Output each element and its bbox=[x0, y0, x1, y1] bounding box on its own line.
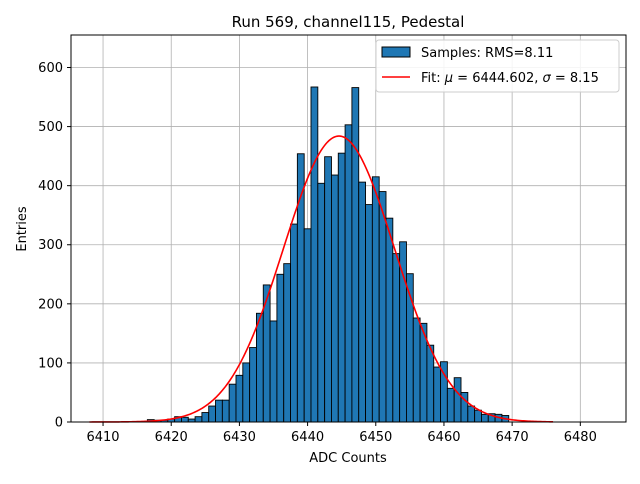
histogram-bar bbox=[453, 377, 462, 423]
x-tick-label: 6430 bbox=[223, 430, 256, 445]
y-tick-label: 200 bbox=[38, 297, 63, 312]
legend-entry-samples: Samples: RMS=8.11 bbox=[381, 46, 553, 61]
histogram-bar bbox=[337, 152, 346, 423]
y-axis-label: Entries bbox=[15, 206, 30, 252]
histogram-bar bbox=[426, 344, 435, 423]
y-tick-label: 600 bbox=[38, 61, 63, 76]
histogram-bar bbox=[412, 317, 421, 423]
histogram-bar bbox=[201, 412, 210, 423]
y-axis-ticks: 0 100 200 300 400 500 600 bbox=[38, 61, 71, 431]
histogram-bar bbox=[290, 223, 298, 423]
histogram-bar bbox=[371, 176, 380, 423]
histogram-bar bbox=[310, 86, 319, 423]
legend-box bbox=[375, 39, 620, 93]
x-tick-label: 6450 bbox=[359, 430, 392, 445]
histogram-bar bbox=[392, 253, 401, 423]
y-tick-label: 500 bbox=[38, 120, 63, 135]
chart-title: Run 569, channel115, Pedestal bbox=[232, 13, 465, 31]
histogram-bar bbox=[446, 387, 455, 423]
histogram-bar bbox=[331, 174, 339, 423]
histogram-bar bbox=[249, 347, 257, 423]
histogram-bar bbox=[181, 416, 189, 423]
legend-entry-fit: Fit: μ = 6444.602, σ = 8.15 bbox=[382, 71, 599, 86]
legend-fit-mu: μ bbox=[444, 71, 453, 86]
fit-curve bbox=[89, 135, 554, 423]
histogram-bar bbox=[276, 273, 285, 423]
histogram-bar bbox=[228, 383, 237, 423]
y-tick-label: 400 bbox=[38, 179, 63, 194]
histogram-bar bbox=[433, 366, 441, 423]
x-tick-label: 6460 bbox=[427, 430, 460, 445]
histogram-bar bbox=[344, 124, 353, 423]
x-tick-label: 6440 bbox=[291, 430, 324, 445]
legend-label-fit: Fit: μ = 6444.602, σ = 8.15 bbox=[421, 71, 599, 86]
legend-fit-sigma: σ bbox=[543, 71, 552, 86]
y-tick-label: 100 bbox=[38, 356, 63, 371]
histogram-bar bbox=[235, 374, 244, 423]
histogram-bar bbox=[474, 409, 482, 423]
x-tick-label: 6410 bbox=[86, 430, 119, 445]
histogram-bar bbox=[303, 228, 312, 423]
histogram-bar bbox=[324, 156, 332, 423]
histogram-bar bbox=[467, 405, 476, 423]
histogram-bar bbox=[351, 87, 360, 423]
histogram-bar bbox=[317, 182, 326, 423]
histogram-bar bbox=[256, 312, 264, 423]
histogram-bar bbox=[385, 217, 394, 423]
legend-label-samples: Samples: RMS=8.11 bbox=[421, 46, 553, 61]
histogram-bar bbox=[208, 405, 216, 423]
histogram-bar bbox=[242, 362, 251, 423]
y-tick-label: 300 bbox=[38, 238, 63, 253]
histogram-bar bbox=[215, 399, 223, 423]
legend-fit-mu-value: = 6444.602, bbox=[453, 71, 542, 86]
plot-frame bbox=[70, 34, 627, 423]
legend: Samples: RMS=8.11 Fit: μ = 6444.602, σ =… bbox=[375, 39, 620, 93]
histogram-bar bbox=[365, 204, 373, 423]
legend-fit-sigma-value: = 8.15 bbox=[551, 71, 599, 86]
legend-fit-prefix: Fit: bbox=[421, 71, 445, 86]
y-tick-label: 0 bbox=[55, 416, 63, 431]
histogram-bar bbox=[481, 413, 489, 423]
x-tick-label: 6470 bbox=[496, 430, 529, 445]
histogram-bar bbox=[283, 263, 291, 423]
histogram-bar bbox=[194, 416, 203, 423]
histogram-bar bbox=[358, 181, 366, 423]
histogram-bar bbox=[221, 399, 230, 423]
histogram-bar bbox=[269, 320, 278, 423]
x-axis-label: ADC Counts bbox=[309, 451, 387, 466]
x-axis-ticks: 6410 6420 6430 6440 6450 6460 6470 6480 bbox=[86, 422, 597, 445]
x-tick-label: 6420 bbox=[155, 430, 188, 445]
x-tick-label: 6480 bbox=[564, 430, 597, 445]
histogram-bar bbox=[378, 191, 387, 423]
legend-swatch-samples bbox=[381, 46, 411, 58]
